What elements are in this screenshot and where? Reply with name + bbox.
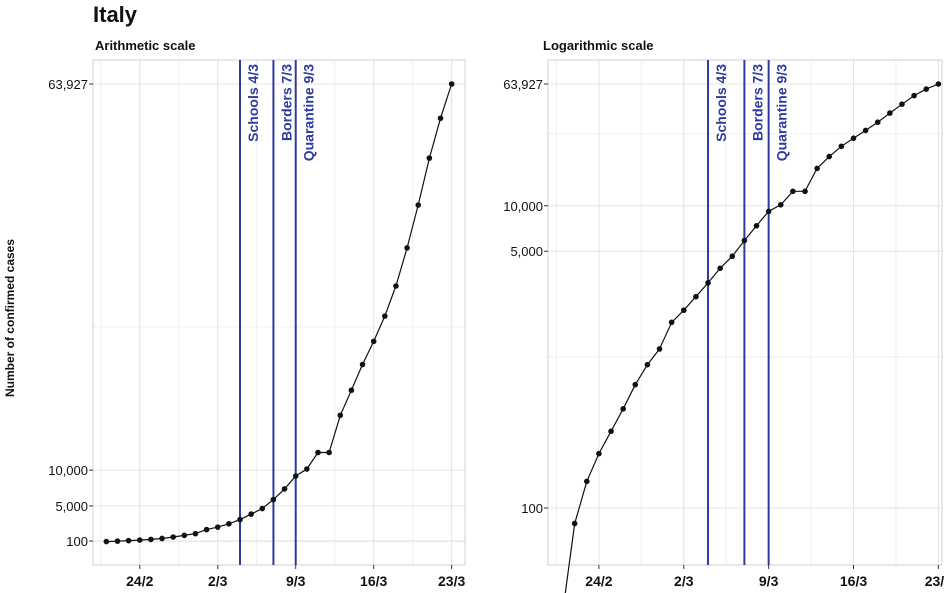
- y-tick-label: 63,927: [503, 77, 543, 92]
- data-point: [608, 428, 614, 435]
- y-tick-label: 10,000: [503, 199, 543, 214]
- data-point: [899, 101, 905, 107]
- data-point: [226, 521, 232, 527]
- data-point: [248, 511, 254, 517]
- data-point: [777, 201, 784, 208]
- y-tick-label: 63,927: [48, 77, 88, 92]
- data-point: [159, 535, 165, 542]
- data-point: [632, 381, 639, 388]
- intervention-label: Quarantine 9/3: [301, 64, 317, 161]
- x-tick-label: 23/3: [925, 573, 944, 589]
- data-point: [370, 338, 377, 345]
- data-point: [741, 237, 748, 244]
- data-point: [348, 387, 355, 394]
- intervention-label: Schools 4/3: [245, 64, 261, 142]
- data-point: [790, 188, 796, 195]
- data-point: [923, 86, 930, 92]
- x-tick-label: 24/2: [585, 573, 612, 589]
- data-point: [862, 127, 869, 134]
- data-point: [270, 496, 277, 503]
- series-line: [564, 83, 939, 593]
- data-point: [281, 486, 288, 492]
- data-point: [103, 538, 110, 545]
- data-point: [729, 253, 736, 260]
- data-point: [437, 115, 444, 122]
- x-tick-label: 9/3: [286, 573, 306, 589]
- data-point: [620, 406, 626, 412]
- data-point: [148, 536, 154, 543]
- intervention-label: Borders 7/3: [278, 64, 294, 141]
- x-tick-label: 16/3: [840, 573, 867, 589]
- data-point: [802, 188, 808, 195]
- data-point: [337, 412, 344, 419]
- data-point: [114, 538, 121, 544]
- data-point: [326, 449, 332, 456]
- data-point: [668, 319, 675, 326]
- plot-frame: [92, 59, 466, 566]
- data-point: [170, 534, 176, 540]
- data-point: [214, 524, 221, 530]
- data-point: [656, 346, 663, 352]
- data-point: [448, 81, 455, 87]
- figure-title: Italy: [93, 2, 138, 27]
- x-tick-label: 24/2: [126, 573, 153, 589]
- x-tick-label: 9/3: [759, 573, 779, 589]
- data-point: [765, 208, 772, 215]
- y-tick-label: 10,000: [48, 463, 88, 478]
- intervention-label: Schools 4/3: [713, 64, 729, 142]
- panel-title-logarithmic: Logarithmic scale: [543, 38, 654, 53]
- data-point: [874, 119, 881, 126]
- data-point: [717, 265, 723, 272]
- data-point: [705, 280, 711, 286]
- data-point: [911, 92, 917, 99]
- data-point: [382, 313, 388, 319]
- y-tick-label: 100: [521, 501, 543, 516]
- data-point: [814, 165, 820, 172]
- data-point: [826, 153, 833, 160]
- data-point: [259, 505, 266, 512]
- data-point: [693, 293, 699, 300]
- data-point: [887, 110, 893, 116]
- intervention-label: Quarantine 9/3: [774, 64, 790, 161]
- data-point: [850, 135, 857, 142]
- data-point: [426, 155, 433, 161]
- data-point: [237, 516, 243, 523]
- data-point: [935, 81, 942, 87]
- intervention-label: Borders 7/3: [749, 64, 765, 141]
- data-point: [203, 526, 210, 533]
- data-point: [596, 450, 602, 457]
- data-point: [404, 245, 410, 251]
- panel-title-arithmetic: Arithmetic scale: [95, 38, 196, 53]
- data-point: [415, 202, 422, 208]
- data-point: [644, 361, 651, 368]
- data-point: [838, 143, 845, 150]
- x-tick-label: 16/3: [360, 573, 387, 589]
- data-point: [583, 478, 590, 485]
- data-point: [359, 361, 366, 368]
- data-point: [136, 537, 143, 543]
- y-tick-label: 5,000: [55, 499, 88, 514]
- data-point: [292, 473, 299, 479]
- data-point: [192, 530, 199, 537]
- x-tick-label: 23/3: [438, 573, 465, 589]
- y-tick-label: 100: [66, 534, 88, 549]
- data-point: [304, 466, 310, 472]
- data-point: [571, 520, 578, 527]
- y-tick-label: 5,000: [510, 244, 543, 259]
- data-point: [125, 537, 132, 544]
- x-tick-label: 2/3: [674, 573, 694, 589]
- data-point: [393, 283, 399, 289]
- data-point: [753, 222, 760, 229]
- data-point: [680, 307, 687, 314]
- x-tick-label: 2/3: [208, 573, 228, 589]
- data-point: [181, 532, 188, 539]
- chart-arithmetic: 100 5,000 10,000 63,927 24/2 2/3 9/3 16/3 23/3 Sc…: [48, 59, 466, 589]
- data-point: [315, 449, 321, 456]
